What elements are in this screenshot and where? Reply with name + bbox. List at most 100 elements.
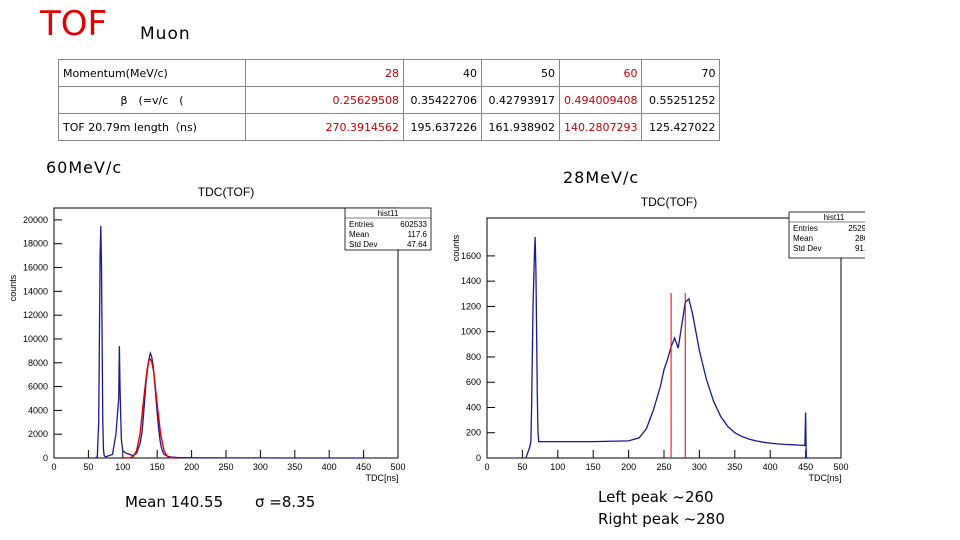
x-tick-label: 500	[390, 462, 405, 472]
x-tick-label: 450	[356, 462, 371, 472]
right-momentum-label: 28MeV/c	[563, 168, 640, 187]
y-tick-label: 1400	[461, 276, 481, 286]
stats-key: Mean	[793, 234, 813, 243]
table-cell: 195.637226	[403, 113, 482, 141]
x-tick-label: 250	[218, 462, 233, 472]
x-tick-label: 200	[621, 462, 636, 472]
y-tick-label: 800	[466, 352, 481, 362]
x-tick-label: 0	[51, 462, 56, 472]
y-tick-label: 1600	[461, 251, 481, 261]
page-subtitle: Muon	[140, 24, 191, 44]
y-tick-label: 2000	[28, 429, 48, 439]
y-tick-label: 16000	[23, 263, 48, 273]
x-tick-label: 400	[322, 462, 337, 472]
fit-sigma-text: σ =8.35	[255, 493, 316, 511]
table-cell: 0.42793917	[481, 86, 560, 114]
stats-key: Entries	[349, 220, 374, 229]
stats-key: Std Dev	[349, 240, 377, 249]
x-tick-label: 500	[833, 462, 848, 472]
table-row: TOF 20.79m length（ns) 270.3914562 195.63…	[58, 113, 721, 141]
x-tick-label: 0	[484, 462, 489, 472]
row-label: β (=v/c (	[58, 86, 246, 114]
y-axis-label: counts	[8, 274, 18, 301]
page-title: TOF	[40, 4, 108, 44]
chart-title: TDC(TOF)	[641, 195, 697, 209]
stats-value: 280.1	[855, 234, 865, 243]
x-tick-label: 300	[253, 462, 268, 472]
x-tick-label: 50	[517, 462, 527, 472]
row-label: TOF 20.79m length（ns)	[58, 113, 246, 141]
x-tick-label: 450	[798, 462, 813, 472]
row-label: Momentum(MeV/c)	[58, 59, 246, 87]
stats-value: 602533	[400, 220, 427, 229]
stats-key: Std Dev	[793, 244, 821, 253]
stats-key: Entries	[793, 224, 818, 233]
table-cell: 125.427022	[641, 113, 721, 141]
x-tick-label: 100	[115, 462, 130, 472]
y-tick-label: 600	[466, 377, 481, 387]
table-row: Momentum(MeV/c) 28 40 50 60 70	[58, 59, 721, 87]
y-tick-label: 400	[466, 402, 481, 412]
stats-box	[344, 207, 432, 251]
x-tick-label: 350	[287, 462, 302, 472]
table-cell: 140.2807293	[558, 113, 643, 141]
table-cell: 28	[245, 59, 404, 87]
table-cell: 0.35422706	[403, 86, 482, 114]
x-tick-label: 200	[184, 462, 199, 472]
x-tick-label: 100	[550, 462, 565, 472]
tdc-histogram-28mev: TDC(TOF) 0 200 400 600 800 1000 1200 1400 1600 0 50…	[451, 195, 865, 483]
plot-frame	[486, 217, 842, 459]
left-peak-text: Left peak ~260	[598, 488, 714, 506]
y-tick-label: 14000	[23, 286, 48, 296]
table-cell: 60	[558, 59, 643, 87]
table-row: β (=v/c ( 0.25629508 0.35422706 0.427939…	[58, 86, 721, 114]
y-tick-label: 200	[466, 428, 481, 438]
left-momentum-label: 60MeV/c	[46, 158, 123, 177]
x-axis-label: TDC[ns]	[808, 473, 841, 483]
y-tick-label: 4000	[28, 405, 48, 415]
y-tick-label: 1200	[461, 301, 481, 311]
stats-name: hist11	[378, 209, 399, 218]
y-tick-label: 20000	[23, 215, 48, 225]
chart-title: TDC(TOF)	[198, 185, 254, 199]
x-tick-label: 250	[656, 462, 671, 472]
x-tick-label: 150	[150, 462, 165, 472]
x-axis-label: TDC[ns]	[365, 473, 398, 483]
table-cell: 161.938902	[481, 113, 560, 141]
y-tick-label: 6000	[28, 382, 48, 392]
y-tick-label: 10000	[23, 334, 48, 344]
table-cell: 40	[403, 59, 482, 87]
stats-key: Mean	[349, 230, 369, 239]
table-cell: 0.55251252	[641, 86, 721, 114]
histogram-series	[91, 225, 364, 459]
stats-value: 252900	[848, 224, 865, 233]
stats-value: 91.64	[855, 244, 865, 253]
y-tick-label: 8000	[28, 358, 48, 368]
fit-mean-text: Mean 140.55	[125, 493, 224, 511]
table-cell: 0.25629508	[245, 86, 404, 114]
stats-box	[788, 211, 865, 259]
y-tick-label: 18000	[23, 239, 48, 249]
x-tick-label: 350	[727, 462, 742, 472]
y-tick-label: 1000	[461, 327, 481, 337]
x-tick-label: 50	[83, 462, 93, 472]
stats-name: hist11	[824, 213, 845, 222]
tof-table: Momentum(MeV/c) 28 40 50 60 70 β (=v/c (…	[58, 59, 721, 141]
table-cell: 70	[641, 59, 721, 87]
x-tick-label: 300	[692, 462, 707, 472]
right-peak-text: Right peak ~280	[598, 510, 725, 528]
y-tick-label: 12000	[23, 310, 48, 320]
tdc-histogram-60mev: TDC(TOF)02000400060008000100001200014000…	[8, 185, 432, 483]
x-tick-label: 400	[763, 462, 778, 472]
stats-value: 117.6	[408, 230, 428, 239]
table-cell: 0.494009408	[558, 86, 643, 114]
histogram-series	[525, 236, 810, 459]
x-tick-label: 150	[586, 462, 601, 472]
stats-value: 47.64	[407, 240, 428, 249]
y-tick-label: 0	[43, 453, 48, 463]
fit-curve	[122, 358, 178, 459]
y-axis-label: counts	[451, 234, 461, 261]
y-tick-label: 0	[476, 453, 481, 463]
table-cell: 50	[481, 59, 560, 87]
table-cell: 270.3914562	[245, 113, 404, 141]
